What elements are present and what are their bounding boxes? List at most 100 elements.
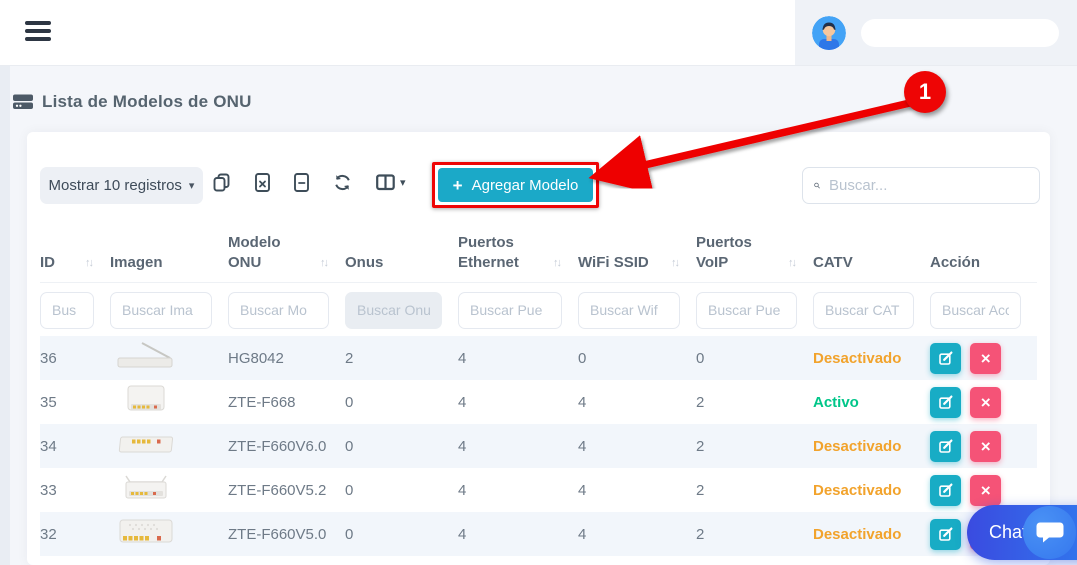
table-header-row: ID ↑↓ Imagen Modelo ONU ↑↓ Onus Puertos Et… (40, 225, 1037, 283)
onu-product-image (110, 515, 228, 553)
close-icon: × (980, 348, 991, 368)
edit-button[interactable] (930, 474, 961, 506)
cell-id: 36 (40, 349, 57, 367)
user-menu[interactable] (795, 0, 1077, 65)
edit-button[interactable] (930, 386, 961, 418)
catv-status-badge: Desactivado (813, 437, 902, 455)
search-icon (814, 182, 820, 189)
chevron-down-icon: ▾ (400, 176, 406, 189)
filter-input-modelo[interactable] (228, 291, 329, 329)
table-body: 36 HG8042 2 4 0 0 Desactivado × 35 (40, 336, 1037, 556)
column-header-puertos-voip[interactable]: Puertos VoIP ↑↓ (696, 233, 813, 274)
column-header-modelo-onu[interactable]: Modelo ONU ↑↓ (228, 233, 345, 274)
catv-status-badge: Desactivado (813, 481, 902, 499)
sort-icon: ↑↓ (671, 257, 680, 270)
column-visibility-icon[interactable]: ▾ (376, 171, 406, 193)
plus-icon: + (452, 175, 463, 195)
cell-ethernet: 4 (458, 349, 467, 367)
cell-actions: × (930, 430, 1037, 462)
close-icon: × (980, 392, 991, 412)
cell-modelo: HG8042 (228, 349, 284, 367)
chevron-down-icon: ▾ (188, 180, 195, 192)
sort-icon: ↑↓ (788, 257, 797, 270)
onu-product-image (110, 341, 228, 375)
sort-icon: ↑↓ (320, 257, 329, 270)
filter-input-ethernet[interactable] (458, 291, 562, 329)
server-icon (13, 94, 33, 109)
page-header: Lista de Modelos de ONU (12, 92, 252, 112)
hamburger-menu-icon[interactable] (25, 21, 51, 45)
export-toolbar: ▾ (213, 171, 406, 193)
table-row: 33 ZTE-F660V5.2 0 4 4 2 Desactivado × (40, 468, 1037, 512)
column-header-catv: CATV (813, 253, 853, 271)
column-header-imagen: Imagen (110, 253, 163, 271)
chat-widget-button[interactable]: Chat (967, 505, 1077, 560)
cell-voip: 2 (696, 481, 705, 499)
filter-input-catv[interactable] (813, 291, 914, 329)
close-icon: × (980, 480, 991, 500)
page-title: Lista de Modelos de ONU (42, 92, 252, 111)
cell-id: 33 (40, 481, 57, 499)
column-header-wifi-ssid[interactable]: WiFi SSID ↑↓ (578, 253, 696, 273)
catv-status-badge: Desactivado (813, 525, 902, 543)
cell-onus: 0 (345, 393, 354, 411)
excel-export-icon[interactable] (255, 171, 270, 193)
cell-wifi: 4 (578, 393, 587, 411)
cell-onus: 0 (345, 437, 354, 455)
cell-modelo: ZTE-F660V6.0 (228, 437, 327, 455)
table-filter-row (40, 285, 1037, 335)
cell-ethernet: 4 (458, 481, 467, 499)
edit-button[interactable] (930, 342, 961, 374)
chat-bubble-icon (1023, 506, 1076, 559)
cell-id: 35 (40, 393, 57, 411)
cell-wifi: 4 (578, 481, 587, 499)
user-name-redacted (861, 18, 1059, 47)
cell-wifi: 0 (578, 349, 587, 367)
cell-onus: 0 (345, 481, 354, 499)
table-row: 32 ZTE-F660V5.0 0 4 4 2 Desactivado × (40, 512, 1037, 556)
avatar[interactable] (812, 15, 846, 50)
filter-input-wifi[interactable] (578, 291, 680, 329)
delete-button[interactable]: × (970, 474, 1002, 506)
filter-input-imagen[interactable] (110, 291, 212, 329)
onu-product-image (110, 384, 228, 420)
delete-button[interactable]: × (970, 430, 1002, 462)
cell-ethernet: 4 (458, 437, 467, 455)
top-navbar (0, 0, 1077, 66)
filter-input-id[interactable] (40, 291, 94, 329)
cell-voip: 2 (696, 437, 705, 455)
column-header-puertos-ethernet[interactable]: Puertos Ethernet ↑↓ (458, 233, 578, 274)
cell-wifi: 4 (578, 525, 587, 543)
cell-actions: × (930, 474, 1037, 506)
catv-status-badge: Activo (813, 393, 859, 411)
filter-input-accion[interactable] (930, 291, 1021, 329)
cell-ethernet: 4 (458, 525, 467, 543)
search-input[interactable] (829, 177, 1028, 194)
column-header-id[interactable]: ID ↑↓ (40, 253, 110, 273)
copy-icon[interactable] (213, 171, 231, 193)
delete-button[interactable]: × (970, 342, 1002, 374)
edit-button[interactable] (930, 518, 961, 550)
table-row: 35 ZTE-F668 0 4 4 2 Activo × (40, 380, 1037, 424)
cell-modelo: ZTE-F668 (228, 393, 296, 411)
onu-product-image (110, 472, 228, 508)
cell-wifi: 4 (578, 437, 587, 455)
chat-label: Chat (989, 522, 1028, 542)
add-model-button[interactable]: + Agregar Modelo (438, 168, 593, 202)
file-export-icon[interactable] (294, 171, 309, 193)
cell-voip: 2 (696, 525, 705, 543)
close-icon: × (980, 436, 991, 456)
show-entries-dropdown[interactable]: Mostrar 10 registros ▾ (40, 167, 203, 204)
cell-actions: × (930, 342, 1037, 374)
edit-button[interactable] (930, 430, 961, 462)
cell-id: 32 (40, 525, 57, 543)
filter-input-voip[interactable] (696, 291, 797, 329)
cell-id: 34 (40, 437, 57, 455)
refresh-icon[interactable] (333, 171, 352, 193)
cell-actions: × (930, 386, 1037, 418)
annotation-step-badge: 1 (904, 71, 946, 113)
delete-button[interactable]: × (970, 386, 1002, 418)
onu-models-card: Mostrar 10 registros ▾ ▾ + Agregar Mo (27, 132, 1050, 565)
cell-onus: 0 (345, 525, 354, 543)
